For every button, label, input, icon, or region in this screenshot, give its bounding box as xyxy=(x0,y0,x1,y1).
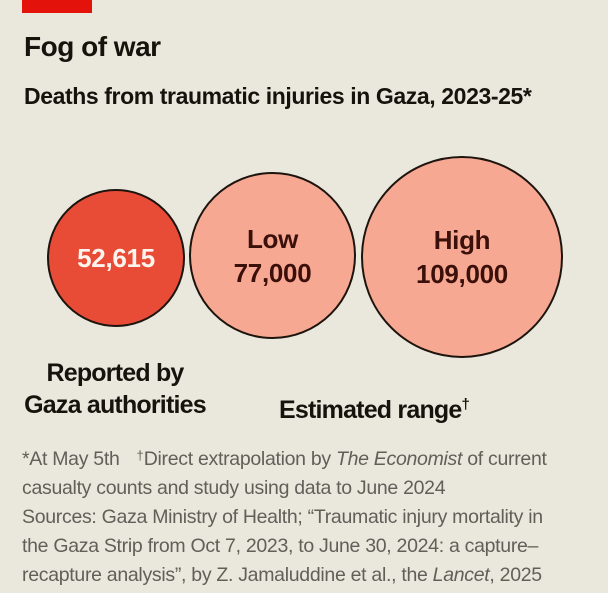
bubble-estimate-high: High 109,000 xyxy=(361,156,563,358)
bubble-reported: 52,615 xyxy=(47,189,185,327)
bubble-chart: 52,615 Low 77,000 High 109,000 xyxy=(47,156,563,358)
footnote-line-2: casualty counts and study using data to … xyxy=(22,477,446,499)
dagger-icon: † xyxy=(136,448,144,463)
footnote-dagger-note-a: Direct extrapolation by xyxy=(143,448,336,470)
footnote-economist-italic: The Economist xyxy=(335,448,463,470)
caption-reported-line1: Reported by xyxy=(46,359,184,387)
bubble-high-value: 109,000 xyxy=(416,259,508,289)
bubble-estimate-low: Low 77,000 xyxy=(189,172,356,339)
bubble-low-value: 77,000 xyxy=(233,257,312,288)
footnotes-block: *At May 5th †Direct extrapolation by The … xyxy=(22,441,596,590)
bubble-high-label: High xyxy=(433,225,491,255)
footnote-line-4-sources: the Gaza Strip from Oct 7, 2023, to June… xyxy=(22,535,539,557)
footnote-source-b: , 2025 xyxy=(489,564,542,586)
footnote-line-3-sources: Sources: Gaza Ministry of Health; “Traum… xyxy=(22,506,543,528)
bubble-low-label: Low xyxy=(246,223,299,254)
footnote-line-5-sources: recapture analysis”, by Z. Jamaluddine e… xyxy=(22,561,596,590)
bubble-reported-value: 52,615 xyxy=(77,243,155,273)
footnote-lancet-italic: Lancet xyxy=(432,564,490,586)
caption-reported-by-gaza-authorities: Reported by Gaza authorities xyxy=(4,357,226,421)
chart-title: Fog of war xyxy=(24,31,161,62)
dagger-icon: † xyxy=(461,396,470,413)
footnote-dagger-note-b: of current xyxy=(462,448,547,470)
footnote-source-a: recapture analysis”, by Z. Jamaluddine e… xyxy=(22,564,433,586)
caption-estimated-range: Estimated range† xyxy=(279,389,470,426)
economist-red-tab xyxy=(22,0,92,13)
caption-estimated-text: Estimated range xyxy=(279,396,462,424)
chart-subtitle: Deaths from traumatic injuries in Gaza, … xyxy=(24,83,532,109)
footnote-asterisk-note: *At May 5th xyxy=(22,448,120,470)
caption-reported-line2: Gaza authorities xyxy=(24,391,207,419)
footnote-line-1: *At May 5th †Direct extrapolation by The … xyxy=(22,441,596,474)
